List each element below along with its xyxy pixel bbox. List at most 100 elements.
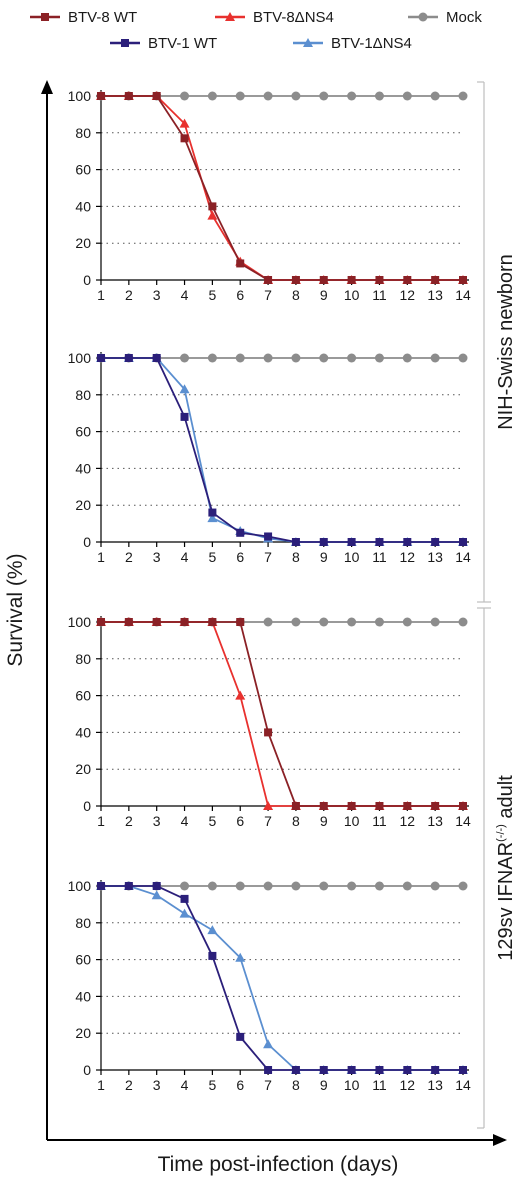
legend-swatch-marker (225, 12, 235, 21)
x-tick-label: 10 (344, 1077, 360, 1093)
data-point (97, 354, 105, 362)
x-tick-label: 14 (455, 287, 471, 303)
data-point (374, 881, 384, 891)
data-point (235, 690, 246, 700)
y-tick-label: 60 (75, 162, 91, 178)
series-btv-8-wt (97, 618, 467, 810)
group-label-adult-suffix: adult (495, 775, 517, 824)
data-point (236, 528, 245, 537)
x-tick-label: 8 (292, 549, 300, 565)
x-tick-label: 4 (181, 813, 189, 829)
data-point (152, 354, 161, 362)
data-point (403, 538, 412, 546)
data-point (180, 894, 189, 903)
data-point (263, 801, 274, 810)
x-tick-label: 6 (236, 287, 244, 303)
series-btv-8delta-ns4 (96, 617, 468, 810)
data-point (431, 1066, 440, 1074)
data-point (375, 1066, 384, 1074)
x-tick-label: 6 (236, 813, 244, 829)
data-point (430, 353, 440, 363)
series-btv-1-wt (97, 354, 467, 546)
x-tick-label: 2 (125, 549, 133, 565)
data-point (180, 134, 189, 143)
x-tick-label: 1 (97, 549, 105, 565)
legend-item-btv-8delta-ns4: BTV-8ΔNS4 (215, 9, 334, 26)
data-point (459, 802, 467, 810)
group-bracket-newborn (477, 81, 491, 603)
series-btv-1-wt (97, 882, 467, 1074)
data-point (319, 802, 328, 810)
data-point (291, 617, 301, 627)
data-point (458, 881, 468, 891)
x-tick-label: 6 (236, 549, 244, 565)
group-label-adult-main: 129sv IFNAR (495, 842, 517, 961)
legend-item-mock: Mock (408, 9, 482, 26)
data-point (347, 1066, 356, 1074)
data-point (180, 618, 189, 626)
x-tick-label: 9 (320, 549, 328, 565)
data-point (374, 353, 384, 363)
data-point (291, 276, 300, 284)
data-point (374, 91, 384, 101)
data-point (180, 91, 190, 101)
data-point (179, 118, 190, 128)
data-point (459, 276, 467, 284)
series-line (101, 885, 463, 1071)
y-tick-label: 100 (68, 614, 92, 630)
data-point (180, 881, 190, 891)
x-tick-label: 4 (181, 1077, 189, 1093)
data-point (97, 882, 105, 890)
legend-swatch-marker (303, 38, 313, 47)
x-tick-label: 7 (264, 813, 272, 829)
data-point (403, 276, 412, 284)
x-tick-label: 3 (153, 1077, 161, 1093)
x-tick-label: 13 (427, 1077, 443, 1093)
y-axis-title: Survival (%) (4, 553, 27, 666)
group-label-adult: 129sv IFNAR(-/-) adult (495, 775, 517, 961)
data-point (403, 802, 412, 810)
x-tick-label: 2 (125, 287, 133, 303)
data-point (374, 617, 384, 627)
data-point (263, 1039, 274, 1049)
data-point (291, 91, 301, 101)
legend-label: Mock (446, 9, 482, 26)
y-tick-label: 40 (75, 460, 91, 476)
x-tick-label: 2 (125, 1077, 133, 1093)
x-tick-label: 13 (427, 287, 443, 303)
x-tick-label: 9 (320, 287, 328, 303)
data-point (124, 618, 133, 626)
series-btv-1delta-ns4 (96, 881, 468, 1074)
data-point (264, 276, 273, 284)
x-tick-label: 7 (264, 1077, 272, 1093)
series-line (101, 357, 463, 543)
x-tick-label: 1 (97, 813, 105, 829)
x-tick-label: 7 (264, 549, 272, 565)
series-btv-8delta-ns4 (96, 91, 468, 284)
data-point (375, 802, 384, 810)
data-point (459, 538, 467, 546)
data-point (207, 513, 218, 523)
x-tick-label: 8 (292, 1077, 300, 1093)
data-point (347, 538, 356, 546)
data-point (179, 384, 190, 394)
x-tick-label: 14 (455, 549, 471, 565)
x-tick-label: 11 (372, 813, 387, 829)
x-tick-label: 7 (264, 287, 272, 303)
data-point (319, 353, 329, 363)
data-point (430, 91, 440, 101)
x-tick-label: 5 (208, 813, 216, 829)
data-point (208, 951, 217, 960)
data-point (235, 91, 245, 101)
x-tick-label: 3 (153, 287, 161, 303)
x-tick-label: 14 (455, 1077, 471, 1093)
y-tick-label: 80 (75, 915, 91, 931)
y-tick-label: 100 (68, 350, 92, 366)
series-line (101, 95, 463, 281)
data-point (207, 91, 217, 101)
data-point (291, 353, 301, 363)
data-point (179, 908, 190, 918)
data-point (151, 890, 162, 900)
